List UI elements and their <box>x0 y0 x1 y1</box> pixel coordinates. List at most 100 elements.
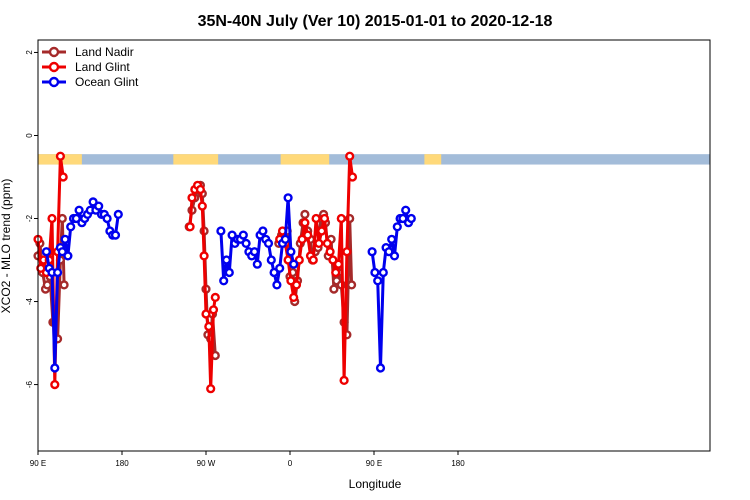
data-point <box>280 234 290 244</box>
data-point <box>308 255 318 265</box>
legend-marker <box>48 76 60 88</box>
data-point <box>59 280 69 290</box>
data-point <box>263 238 274 249</box>
data-point <box>110 230 121 240</box>
data-point <box>227 230 237 240</box>
data-point <box>291 280 302 290</box>
data-point <box>339 375 349 386</box>
data-point <box>57 247 67 257</box>
chart-title: 35N-40N July (Ver 10) 2015-01-01 to 2020… <box>198 13 553 30</box>
legend-item: Land Glint <box>42 60 130 74</box>
legend-item: Land Nadir <box>42 45 134 59</box>
data-point <box>370 267 380 278</box>
y-tick-label: -4 <box>25 297 34 305</box>
data-point <box>367 247 377 257</box>
data-point <box>224 267 234 278</box>
data-point <box>71 213 81 224</box>
data-point <box>269 267 279 278</box>
x-tick-label: 180 <box>115 459 129 468</box>
x-tick-label: 90 W <box>197 459 216 468</box>
data-point <box>266 255 276 265</box>
data-point <box>50 380 60 390</box>
land-band-segment <box>424 154 442 165</box>
data-point <box>347 172 358 182</box>
data-point <box>398 213 408 224</box>
data-point <box>41 247 52 257</box>
data-point <box>221 255 232 265</box>
data-point <box>378 267 388 278</box>
legend-marker <box>48 61 60 73</box>
land-ocean-band <box>38 154 710 165</box>
data-point <box>216 226 226 236</box>
data-point <box>185 222 195 232</box>
data-point <box>272 280 282 290</box>
data-point <box>387 234 397 244</box>
data-point <box>52 267 63 278</box>
data-point <box>187 193 197 203</box>
data-point <box>286 247 296 257</box>
data-point <box>347 280 357 290</box>
data-point <box>102 213 112 224</box>
data-point <box>195 184 206 195</box>
data-point <box>336 213 346 224</box>
land-band-segment <box>280 154 330 165</box>
data-point <box>197 201 207 211</box>
data-point <box>300 209 310 220</box>
data-point <box>204 321 214 332</box>
data-point <box>206 384 216 394</box>
data-point <box>322 238 332 249</box>
data-point <box>331 267 341 278</box>
data-point <box>47 213 57 224</box>
data-point <box>113 209 123 220</box>
y-axis-label: XCO2 - MLO trend (ppm) <box>0 179 13 314</box>
data-point <box>275 263 285 273</box>
data-point <box>294 255 304 265</box>
data-point <box>375 363 386 373</box>
data-point <box>406 213 416 224</box>
land-band-segment <box>173 154 219 165</box>
ocean-band <box>38 154 710 165</box>
x-tick-label: 0 <box>288 459 293 468</box>
data-point <box>401 205 411 215</box>
data-point <box>252 259 262 269</box>
series-ocean-glint <box>41 193 416 373</box>
y-tick-label: 2 <box>25 50 34 55</box>
x-tick-label: 180 <box>451 459 465 468</box>
data-point <box>201 309 211 319</box>
legend-item: Ocean Glint <box>42 75 139 89</box>
data-point <box>58 172 68 182</box>
data-point <box>66 222 76 232</box>
data-point <box>311 213 321 224</box>
x-tick-label: 90 E <box>30 459 46 468</box>
series-layer <box>33 151 416 394</box>
data-point <box>94 201 104 211</box>
data-point <box>42 280 52 290</box>
legend-label: Land Nadir <box>75 45 134 59</box>
data-point <box>210 292 220 303</box>
data-point <box>319 213 330 224</box>
data-point <box>249 247 260 257</box>
x-axis-label: Longitude <box>349 477 402 491</box>
data-point <box>88 197 98 207</box>
data-point <box>303 230 313 240</box>
data-point <box>300 218 310 228</box>
data-point <box>384 247 394 257</box>
data-point <box>345 151 355 161</box>
data-point <box>333 259 344 269</box>
data-point <box>289 259 299 269</box>
data-point <box>219 276 229 286</box>
data-point <box>55 151 66 161</box>
data-point <box>50 363 60 373</box>
data-point <box>283 193 293 203</box>
series-land-glint <box>33 151 358 394</box>
data-point <box>328 255 338 265</box>
legend-marker <box>48 46 60 58</box>
y-axis: 2 0 -2 -4 -6 <box>25 50 38 388</box>
data-point <box>392 222 402 232</box>
y-tick-label: -2 <box>25 214 34 222</box>
data-point <box>199 251 209 261</box>
y-tick-label: 0 <box>25 133 34 138</box>
data-point <box>297 234 307 244</box>
